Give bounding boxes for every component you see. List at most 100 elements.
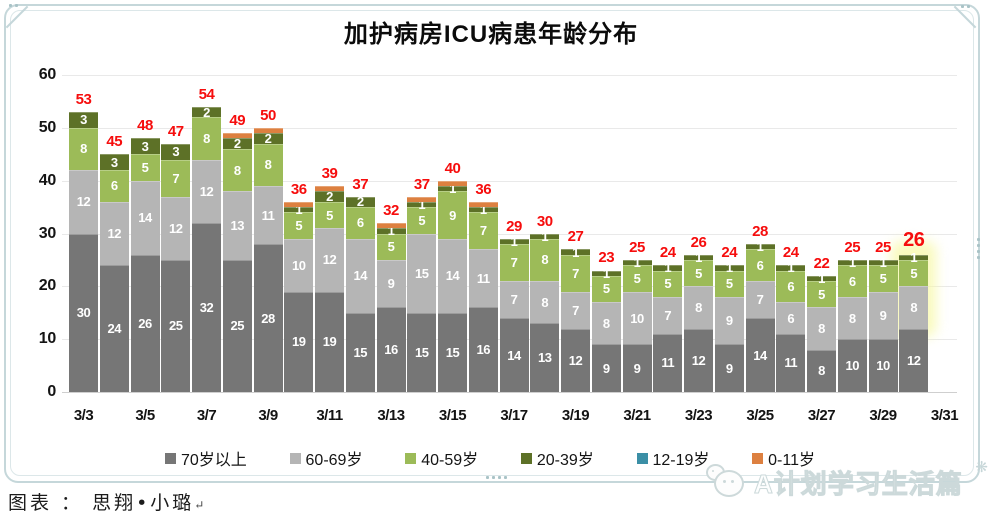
bar-segment xyxy=(376,222,406,229)
bar-segment: 8 xyxy=(253,143,283,186)
segment-value-label: 5 xyxy=(326,207,333,223)
bar-segment: 12 xyxy=(99,201,129,266)
bar-segment: 1 xyxy=(868,256,898,269)
segment-value-label: 8 xyxy=(695,299,702,315)
segment-value-label: 1 xyxy=(756,239,764,255)
bar-segment: 5 xyxy=(315,201,344,229)
bar-segment: 8 xyxy=(807,349,836,392)
legend-item: 0-11岁 xyxy=(752,446,815,470)
segment-value-label: 10 xyxy=(292,257,306,273)
bars-layer: 30 12 8 3 53 24 12 6 3 45 26 14 5 3 48 25 12 7 3 47 32 12 8 2 54… xyxy=(69,85,937,392)
bar-segment: 15 xyxy=(438,312,467,392)
bar-segment: 19 xyxy=(284,291,314,392)
bar-total-label: 37 xyxy=(413,175,430,193)
segment-value-label: 8 xyxy=(848,310,856,326)
bar-segment: 14 xyxy=(745,318,775,392)
bar-total-label: 50 xyxy=(260,106,276,124)
bar-segment: 1 xyxy=(561,246,590,259)
bar-total-label: 27 xyxy=(567,228,584,246)
segment-value-label: 7 xyxy=(756,292,764,308)
segment-value-label: 1 xyxy=(879,255,887,271)
segment-value-label: 6 xyxy=(110,178,118,194)
segment-value-label: 14 xyxy=(753,347,767,363)
gridline xyxy=(62,234,957,235)
bar: 25 13 8 2 xyxy=(222,133,252,392)
segment-value-label: 12 xyxy=(107,226,122,241)
segment-value-label: 15 xyxy=(353,344,368,360)
bar-segment: 2 xyxy=(253,132,283,145)
y-tick-label: 60 xyxy=(38,66,57,83)
bar: 19 12 5 2 xyxy=(315,185,344,392)
segment-value-label: 3 xyxy=(141,138,149,154)
bar-total-label: 29 xyxy=(506,217,522,235)
x-tick-label: 3/27 xyxy=(807,407,836,424)
bar-segment: 8 xyxy=(192,117,221,160)
segment-value-label: 14 xyxy=(445,268,460,284)
segment-value-label: 8 xyxy=(602,315,610,331)
bar-segment: 7 xyxy=(161,159,191,197)
segment-value-label: 5 xyxy=(387,239,395,255)
bar-segment: 10 xyxy=(837,339,867,392)
legend-item: 20-39岁 xyxy=(520,446,594,470)
y-tick-label: 40 xyxy=(38,172,57,189)
bar: 28 11 8 2 xyxy=(253,127,283,392)
bar-segment: 8 xyxy=(684,286,713,329)
bar-segment: 10 xyxy=(622,291,652,345)
bar-segment: 1 xyxy=(622,256,652,269)
y-tick-label: 30 xyxy=(38,225,57,242)
segment-value-label: 1 xyxy=(787,260,795,276)
bar-segment: 9 xyxy=(591,344,621,392)
segment-value-label: 32 xyxy=(199,299,214,315)
bar-total-label: 54 xyxy=(198,85,215,103)
chart-title: 加护病房ICU病患年龄分布 xyxy=(343,21,639,48)
segment-value-label: 1 xyxy=(633,255,641,271)
bar: 15 14 6 2 xyxy=(345,195,375,392)
bar-segment: 25 xyxy=(161,259,191,392)
bar-total-label: 37 xyxy=(352,175,369,193)
bar-total-label: 25 xyxy=(844,238,861,256)
bar-segment: 15 xyxy=(345,312,375,392)
segment-value-label: 1 xyxy=(479,202,487,218)
chat-bubbles-icon xyxy=(706,464,750,498)
bar-segment xyxy=(315,185,344,192)
bar-segment: 3 xyxy=(69,112,98,128)
segment-value-label: 19 xyxy=(322,334,337,350)
bar-total-label: 36 xyxy=(475,180,492,198)
segment-value-label: 8 xyxy=(233,162,241,178)
segment-value-label: 10 xyxy=(876,358,890,374)
segment-value-label: 2 xyxy=(326,189,333,205)
bar-segment: 32 xyxy=(192,222,221,392)
segment-value-label: 8 xyxy=(910,299,918,315)
bar-segment: 5 xyxy=(714,270,744,297)
y-tick-label: 0 xyxy=(47,383,56,400)
bar-segment: 25 xyxy=(222,259,252,392)
legend: 70岁以上 60-69岁 40-59岁 20-39岁 12-19岁 0-11岁 xyxy=(165,446,815,470)
bar-segment: 1 xyxy=(284,203,314,216)
x-tick-label: 3/7 xyxy=(196,407,217,424)
segment-value-label: 7 xyxy=(572,302,579,318)
bar: 30 12 8 3 xyxy=(69,112,98,392)
bar-segment: 7 xyxy=(499,281,529,319)
bar-segment: 1 xyxy=(591,267,621,280)
bar-segment: 9 xyxy=(714,296,744,345)
bar-segment: 1 xyxy=(438,182,467,195)
x-tick-label: 3/31 xyxy=(930,407,959,424)
bar: 12 8 5 1 xyxy=(899,251,929,392)
bar-segment: 12 xyxy=(899,328,929,392)
segment-value-label: 5 xyxy=(879,270,887,286)
segment-value-label: 1 xyxy=(848,255,856,271)
legend-swatch-icon xyxy=(752,452,764,464)
bar-segment: 7 xyxy=(561,254,590,292)
legend-swatch-icon xyxy=(289,452,301,464)
watermark-text: A计划学习生活篇 xyxy=(754,469,963,500)
segment-value-label: 5 xyxy=(725,276,733,292)
bar-total-label: 36 xyxy=(290,180,307,198)
segment-value-label: 1 xyxy=(510,233,518,249)
segment-value-label: 9 xyxy=(633,360,641,376)
segment-value-label: 30 xyxy=(76,305,91,321)
segment-value-label: 11 xyxy=(261,207,275,223)
bar-segment: 14 xyxy=(499,318,529,392)
bar-segment: 8 xyxy=(837,296,867,340)
bar: 12 8 5 1 xyxy=(684,251,713,392)
segment-value-label: 2 xyxy=(233,136,241,152)
